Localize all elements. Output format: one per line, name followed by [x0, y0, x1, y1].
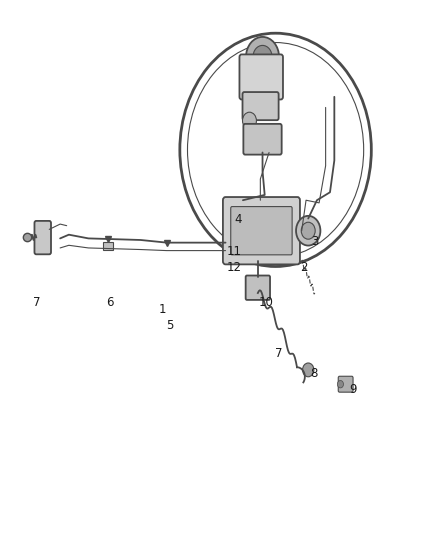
Text: 4: 4	[235, 213, 242, 227]
Text: 11: 11	[227, 245, 242, 258]
Text: 10: 10	[258, 296, 273, 309]
FancyBboxPatch shape	[103, 241, 113, 249]
Circle shape	[301, 222, 315, 239]
FancyBboxPatch shape	[244, 124, 282, 155]
FancyBboxPatch shape	[338, 376, 353, 392]
Text: 6: 6	[106, 296, 114, 309]
FancyBboxPatch shape	[243, 92, 279, 120]
Text: 7: 7	[33, 296, 41, 309]
Text: 3: 3	[311, 235, 318, 247]
FancyBboxPatch shape	[240, 54, 283, 100]
Circle shape	[246, 37, 279, 77]
Text: 1: 1	[159, 303, 166, 317]
FancyBboxPatch shape	[35, 221, 51, 254]
Circle shape	[296, 216, 321, 246]
FancyBboxPatch shape	[231, 207, 292, 255]
Text: 9: 9	[349, 383, 357, 396]
Circle shape	[253, 45, 272, 69]
Text: 2: 2	[300, 261, 307, 274]
Text: 12: 12	[227, 261, 242, 274]
Circle shape	[303, 363, 314, 377]
Circle shape	[337, 381, 343, 388]
Text: 7: 7	[276, 348, 283, 360]
FancyBboxPatch shape	[223, 197, 300, 264]
FancyBboxPatch shape	[246, 276, 270, 300]
Text: 8: 8	[310, 367, 318, 380]
Circle shape	[243, 112, 256, 129]
Text: 5: 5	[166, 319, 174, 333]
